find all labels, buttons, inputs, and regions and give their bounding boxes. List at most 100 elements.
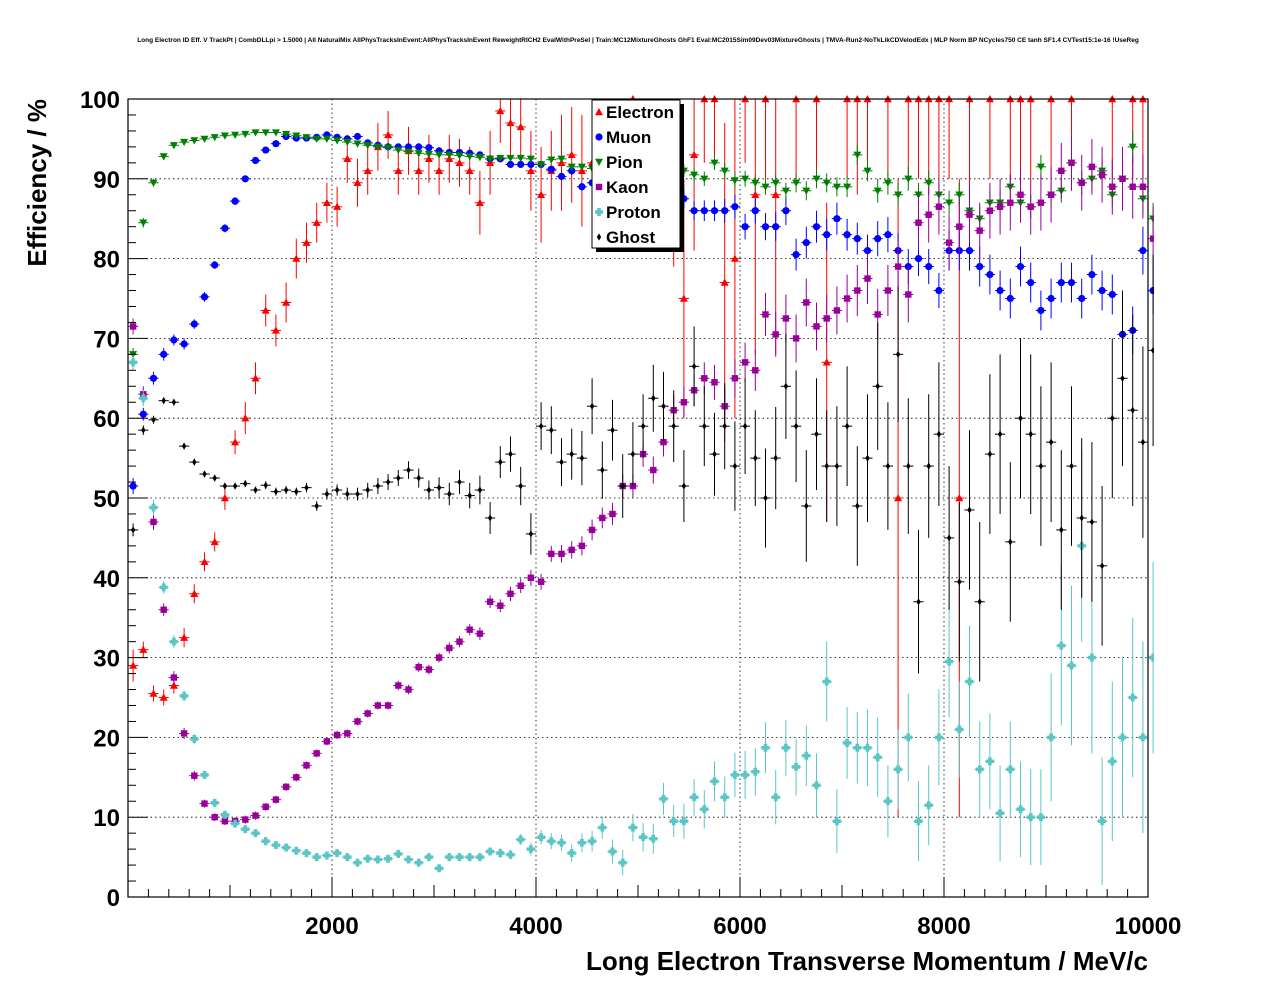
data-point-kaon [546,545,557,562]
marker [690,171,699,179]
data-point-muon [240,175,251,183]
data-point-muon [801,226,812,259]
marker [139,394,148,403]
marker [753,454,758,462]
data-point-ghost [219,482,230,490]
data-point-kaon [434,652,445,663]
marker [924,179,933,187]
marker [1109,183,1116,190]
data-point-muon [148,371,159,385]
marker [782,207,790,215]
data-point-kaon [1097,146,1108,203]
data-point-muon [1015,246,1026,287]
data-point-electron [230,430,241,455]
marker [506,154,515,163]
data-point-ghost [1035,386,1046,546]
marker [149,374,158,382]
marker [425,666,433,673]
marker [1130,406,1135,414]
marker [895,350,901,358]
data-point-pion [709,155,720,171]
marker [549,426,554,434]
data-point-proton [729,752,740,798]
data-point-kaon [250,811,261,820]
marker [220,810,229,819]
marker [231,819,240,828]
data-point-ghost [780,333,791,439]
marker [1047,733,1056,742]
data-point-proton [301,849,312,858]
data-point-kaon [1056,142,1067,199]
marker [424,853,433,862]
marker [996,809,1005,818]
marker [781,187,790,195]
marker [853,743,862,752]
legend-entry-pion: Pion [595,153,643,172]
data-point-electron [250,362,261,395]
data-point-ghost [393,470,404,487]
marker [690,793,699,802]
data-point-muon [515,160,526,169]
marker [405,686,412,693]
data-point-proton [689,778,700,816]
data-point-kaon [882,264,893,317]
y-tick-label: 20 [93,725,120,752]
data-point-ghost [760,448,771,548]
data-point-proton [760,722,771,774]
marker [465,853,474,862]
data-point-electron [984,95,995,179]
marker [465,166,474,175]
marker [853,235,861,243]
marker [812,781,821,790]
marker [771,793,780,802]
data-point-ghost [862,394,873,522]
marker [516,122,525,131]
data-point-ghost [1005,462,1016,622]
marker [578,183,586,191]
data-point-pion [862,160,873,182]
data-point-kaon [566,541,577,559]
x-tick-label: 10000 [1115,913,1182,940]
data-point-ghost [383,474,394,491]
data-point-muon [413,143,424,151]
data-point-ghost [413,468,424,488]
marker [294,488,299,496]
marker [180,691,189,700]
marker [242,816,249,823]
marker [261,306,270,314]
data-point-kaon [525,569,536,586]
marker [1140,438,1146,446]
marker [679,294,688,302]
data-point-pion [413,150,424,158]
data-point-ghost [444,482,455,506]
data-point-proton [658,782,669,815]
marker [303,762,310,769]
data-point-proton [944,605,955,718]
data-point-muon [250,156,261,165]
marker [343,138,352,147]
x-tick-label: 8000 [917,913,970,940]
data-point-kaon [515,578,526,593]
data-point-proton [230,819,241,828]
data-point-ghost [658,371,669,441]
marker [966,211,973,218]
marker [640,422,646,430]
data-point-pion [770,174,781,191]
marker [894,263,902,270]
data-point-pion [332,137,343,145]
marker [671,422,676,430]
data-point-ghost [556,438,567,487]
marker [996,203,1004,210]
marker [322,851,331,860]
marker [596,233,602,241]
data-point-pion [281,130,292,139]
data-point-electron [240,402,251,435]
data-point-electron [189,584,200,604]
marker [792,762,801,771]
data-point-ghost [505,436,516,472]
data-point-ghost [403,461,414,479]
marker [322,135,331,143]
marker [241,130,250,139]
marker [180,730,188,737]
marker [415,663,422,671]
